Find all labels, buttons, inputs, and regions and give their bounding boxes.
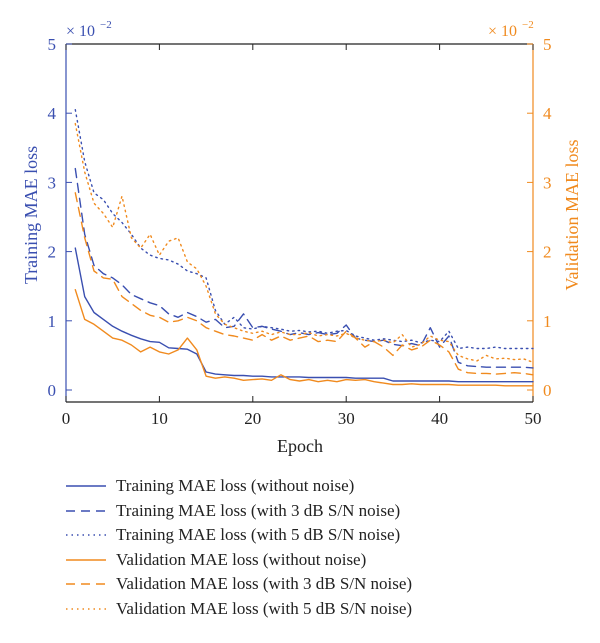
- x-tick-label: 20: [244, 409, 261, 428]
- legend-label: Validation MAE loss (without noise): [116, 549, 367, 569]
- x-tick-label: 50: [525, 409, 542, 428]
- series-line-5: [74, 192, 534, 376]
- left-axis-label: Training MAE loss: [21, 146, 41, 284]
- right-tick-label: 1: [543, 312, 552, 331]
- x-axis-label: Epoch: [277, 436, 323, 456]
- left-tick-label: 3: [48, 173, 57, 192]
- left-tick-label: 0: [48, 381, 57, 400]
- legend-item: Validation MAE loss (with 5 dB S/N noise…: [66, 597, 412, 622]
- legend-item: Validation MAE loss (without noise): [66, 548, 412, 573]
- right-tick-label: 3: [543, 173, 552, 192]
- right-tick-label: 5: [543, 35, 552, 54]
- ticks-layer: 0 10 20 30 40 500 01 12 23 34 45 5: [48, 35, 553, 428]
- legend: Training MAE loss (without noise) Traini…: [66, 474, 412, 621]
- left-tick-label: 4: [48, 104, 57, 123]
- right-axis-label: Validation MAE loss: [562, 140, 582, 291]
- left-tick-label: 5: [48, 35, 57, 54]
- right-tick-label: 0: [543, 381, 552, 400]
- x-tick-label: 10: [151, 409, 168, 428]
- right-tick-label: 2: [543, 243, 552, 262]
- left-multiplier: × 10 −2: [66, 19, 112, 40]
- legend-item: Training MAE loss (with 3 dB S/N noise): [66, 499, 412, 524]
- series-line-4: [74, 289, 534, 387]
- left-tick-label: 1: [48, 312, 57, 331]
- legend-label: Training MAE loss (without noise): [116, 476, 355, 496]
- series-line-2: [74, 167, 534, 369]
- legend-swatch: [66, 583, 106, 586]
- legend-label: Validation MAE loss (with 3 dB S/N noise…: [116, 574, 413, 594]
- legend-swatch: [66, 485, 106, 488]
- right-multiplier: × 10 −2: [488, 19, 534, 40]
- series-line-3: [74, 108, 534, 350]
- legend-item: Validation MAE loss (with 3 dB S/N noise…: [66, 572, 412, 597]
- legend-swatch: [66, 558, 106, 561]
- legend-label: Validation MAE loss (with 5 dB S/N noise…: [116, 598, 413, 618]
- x-tick-label: 30: [338, 409, 355, 428]
- left-multiplier-base: × 10: [66, 23, 95, 40]
- x-tick-label: 40: [431, 409, 448, 428]
- plot-area: [65, 43, 534, 403]
- series-layer: [74, 108, 534, 387]
- series-line-6: [74, 122, 534, 363]
- x-tick-label: 0: [62, 409, 71, 428]
- right-multiplier-exp: −2: [522, 19, 534, 31]
- series-line-1: [74, 247, 534, 383]
- legend-item: Training MAE loss (without noise): [66, 474, 412, 499]
- legend-label: Training MAE loss (with 5 dB S/N noise): [116, 525, 401, 545]
- right-tick-label: 4: [543, 104, 552, 123]
- legend-item: Training MAE loss (with 5 dB S/N noise): [66, 523, 412, 548]
- left-multiplier-exp: −2: [100, 19, 112, 31]
- right-multiplier-base: × 10: [488, 23, 517, 40]
- legend-label: Training MAE loss (with 3 dB S/N noise): [116, 500, 401, 520]
- legend-swatch: [66, 509, 106, 512]
- legend-swatch: [66, 607, 106, 610]
- legend-swatch: [66, 534, 106, 537]
- left-tick-label: 2: [48, 243, 57, 262]
- chart: 0 10 20 30 40 500 01 12 23 34 45 5 Epoch Training M…: [21, 19, 582, 456]
